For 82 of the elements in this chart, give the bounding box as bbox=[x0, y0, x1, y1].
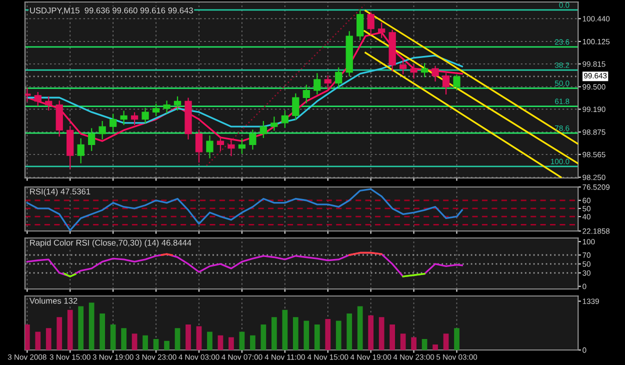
candlestick bbox=[152, 104, 160, 116]
bar bbox=[346, 314, 352, 350]
bar bbox=[153, 339, 159, 350]
candlestick bbox=[216, 136, 224, 152]
chart-title: Volumes 132 bbox=[29, 298, 78, 304]
candlestick bbox=[238, 138, 246, 154]
candlestick bbox=[34, 92, 42, 106]
candlestick bbox=[206, 135, 214, 158]
bar bbox=[443, 334, 449, 350]
candlestick bbox=[378, 22, 386, 38]
candlestick bbox=[163, 100, 170, 114]
bar bbox=[271, 317, 277, 350]
candlestick bbox=[356, 9, 364, 40]
candlestick bbox=[249, 130, 256, 150]
candlestick bbox=[324, 75, 332, 89]
bar bbox=[174, 328, 180, 350]
bar bbox=[110, 324, 116, 350]
bar bbox=[164, 340, 170, 350]
bar bbox=[228, 337, 234, 350]
bar bbox=[325, 318, 331, 350]
bar bbox=[422, 339, 428, 350]
bar bbox=[46, 328, 52, 350]
bar bbox=[260, 324, 266, 350]
line-series bbox=[26, 188, 463, 231]
candlestick bbox=[314, 73, 321, 95]
bar bbox=[218, 335, 224, 350]
bar bbox=[390, 324, 396, 350]
bar bbox=[239, 332, 245, 350]
candlestick bbox=[367, 12, 374, 36]
candlestick bbox=[130, 112, 138, 125]
candlestick bbox=[120, 110, 128, 125]
candlestick bbox=[270, 116, 278, 131]
candlestick bbox=[77, 138, 84, 164]
candlestick bbox=[195, 130, 203, 163]
chart-title: RSI(14) 47.5361 bbox=[30, 188, 90, 196]
bar bbox=[336, 320, 342, 350]
candlestick bbox=[88, 128, 96, 152]
candlestick bbox=[432, 66, 439, 82]
candlestick bbox=[335, 67, 342, 88]
candlestick bbox=[45, 96, 52, 110]
bar bbox=[314, 324, 320, 350]
bar bbox=[411, 337, 416, 350]
bar bbox=[368, 315, 374, 350]
candlestick bbox=[142, 108, 149, 124]
bar bbox=[78, 306, 84, 350]
bar bbox=[142, 335, 148, 350]
bar bbox=[432, 344, 438, 350]
bar bbox=[207, 332, 212, 350]
bar bbox=[56, 317, 62, 350]
candlestick bbox=[453, 74, 460, 90]
bar bbox=[304, 320, 310, 350]
bar bbox=[378, 317, 384, 350]
bar bbox=[25, 324, 30, 350]
candlestick bbox=[228, 140, 235, 156]
bar bbox=[132, 334, 138, 350]
candlestick bbox=[25, 88, 31, 102]
candlestick bbox=[410, 64, 418, 79]
candlestick bbox=[110, 114, 117, 132]
candlestick bbox=[281, 110, 288, 128]
text: USDJPY,M15 99.636 99.660 99.616 99.643 bbox=[30, 8, 193, 14]
candlestick bbox=[420, 63, 428, 78]
candlestick bbox=[292, 93, 300, 120]
bar bbox=[282, 310, 288, 350]
bar bbox=[454, 328, 460, 350]
candlestick bbox=[174, 96, 182, 110]
bar bbox=[186, 324, 191, 350]
candlestick bbox=[98, 120, 106, 140]
bar bbox=[88, 302, 94, 350]
candlestick bbox=[302, 84, 310, 104]
candlestick bbox=[399, 58, 407, 74]
chart-title: Rapid Color RSI (Close,70,30) (14) 46.8444 bbox=[30, 240, 192, 248]
candlestick bbox=[260, 120, 268, 138]
bar bbox=[100, 314, 106, 350]
bar bbox=[35, 332, 41, 350]
bar bbox=[357, 306, 363, 350]
bar bbox=[292, 317, 298, 350]
bar bbox=[67, 310, 73, 350]
bar bbox=[400, 334, 406, 350]
bar bbox=[196, 326, 202, 350]
candlestick bbox=[442, 73, 450, 95]
bar bbox=[121, 328, 126, 350]
bar bbox=[250, 335, 256, 350]
